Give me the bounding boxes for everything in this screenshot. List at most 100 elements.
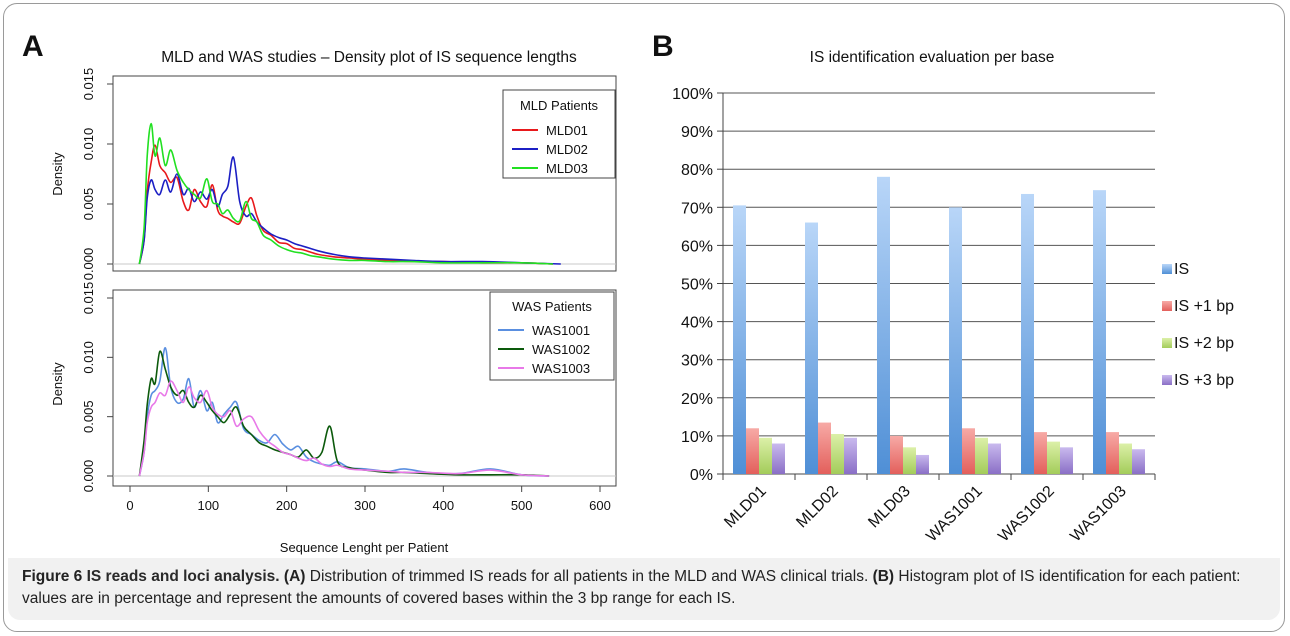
- y-tick-label: 0.015: [81, 282, 96, 315]
- y-tick-label: 60%: [681, 238, 713, 255]
- bar-was1003-3: [1132, 449, 1145, 474]
- y-tick-label: 70%: [681, 200, 713, 217]
- bar-mld03-0: [877, 176, 890, 474]
- legend-title-mld: MLD Patients: [520, 98, 599, 113]
- bar-mld01-3: [772, 443, 785, 474]
- legend-mld: MLD Patients MLD01 MLD02 MLD03: [502, 89, 616, 179]
- panel-b-title: IS identification evaluation per base: [810, 49, 1055, 66]
- figure-canvas: A B MLD and WAS studies – Density plot o…: [22, 30, 1234, 555]
- panel-b-letter: B: [652, 30, 674, 63]
- legend-label: WAS1003: [532, 361, 590, 376]
- bar-mld01-2: [759, 437, 772, 474]
- bar-mld02-1: [818, 422, 831, 474]
- bar-was1002-2: [1047, 441, 1060, 474]
- y-tick-label: 0.005: [81, 400, 96, 433]
- series-line-was1002: [138, 350, 550, 477]
- bar-mld03-1: [890, 435, 903, 474]
- bar-mld01-0: [733, 205, 746, 474]
- bar-mld02-2: [831, 433, 844, 474]
- xlabel-was: Sequence Lenght per Patient: [280, 540, 449, 555]
- legend-label: IS: [1174, 261, 1189, 278]
- x-tick-label: MLD03: [865, 483, 914, 532]
- x-tick-label: 0: [126, 498, 133, 513]
- legend-title-was: WAS Patients: [512, 299, 592, 314]
- y-tick-label: 0.005: [81, 188, 96, 221]
- legend-label: WAS1001: [532, 323, 590, 338]
- y-tick-label: 80%: [681, 162, 713, 179]
- bar-chart-is-identification: 0% 10% 20% 30% 40% 50% 60% 70% 80% 90% 100% MLD01 M…: [672, 86, 1234, 545]
- bar-was1001-0: [949, 207, 962, 475]
- bar-mld03-2: [903, 447, 916, 474]
- panel-a-letter: A: [22, 30, 44, 63]
- legend-label: IS +2 bp: [1174, 335, 1234, 352]
- bar-was1002-0: [1021, 193, 1034, 474]
- density-plot-mld: Density 0.000 0.005 0.010 0.015 MLD Patient…: [50, 68, 617, 281]
- legend-was: WAS Patients WAS1001 WAS1002 WAS1003: [489, 291, 615, 381]
- series-lines-mld: [138, 122, 561, 265]
- bar-was1003-2: [1119, 443, 1132, 474]
- ylabel-mld: Density: [50, 152, 65, 196]
- bar-mld02-0: [805, 222, 818, 474]
- legend-box-mld: [502, 89, 616, 179]
- x-tick-label: 500: [511, 498, 533, 513]
- y-tick-label: 0%: [690, 467, 713, 484]
- bar-was1002-1: [1034, 432, 1047, 474]
- legend-label: MLD03: [546, 161, 588, 176]
- bar-was1002-3: [1060, 447, 1073, 474]
- bar-marks: [733, 176, 1145, 475]
- y-tick-label: 10%: [681, 429, 713, 446]
- bar-mld03-3: [916, 454, 929, 474]
- figure-caption: Figure 6 IS reads and loci analysis. (A)…: [8, 558, 1280, 620]
- x-tick-label: 100: [197, 498, 219, 513]
- y-axis-mld: 0.000 0.005 0.010 0.015: [81, 68, 113, 281]
- legend-swatch: [1162, 375, 1172, 385]
- x-tick-label: 300: [354, 498, 376, 513]
- plot-frame-mld: [112, 75, 617, 272]
- panel-a-title: MLD and WAS studies – Density plot of IS…: [161, 49, 577, 66]
- y-tick-label: 0.015: [81, 68, 96, 101]
- bar-was1003-1: [1106, 432, 1119, 474]
- y-tick-label: 20%: [681, 391, 713, 408]
- x-tick-label: 400: [432, 498, 454, 513]
- y-tick-label: 30%: [681, 353, 713, 370]
- x-tick-label: WAS1003: [1067, 483, 1130, 546]
- y-tick-label: 100%: [672, 86, 713, 103]
- y-tick-label: 40%: [681, 315, 713, 332]
- x-tick-label: 200: [276, 498, 298, 513]
- caption-label: Figure 6: [22, 568, 83, 585]
- caption-title: IS reads and loci analysis.: [86, 568, 280, 585]
- figure-frame: [3, 3, 1285, 632]
- bar-was1001-1: [962, 428, 975, 474]
- legend-label: MLD01: [546, 123, 588, 138]
- bar-mld01-1: [746, 428, 759, 474]
- density-plot-was: Density 0.000 0.005 0.010 0.015 0 100 200 300 4…: [50, 282, 617, 555]
- y-tick-label: 50%: [681, 277, 713, 294]
- caption-part-a-tag: (A): [283, 568, 306, 585]
- series-line-was1001: [138, 346, 550, 477]
- legend-label: IS +3 bp: [1174, 372, 1234, 389]
- x-tick-label: WAS1001: [923, 483, 986, 546]
- x-tick-label: MLD01: [721, 483, 770, 532]
- caption-part-a-text: Distribution of trimmed IS reads for all…: [309, 568, 869, 585]
- legend-swatch: [1162, 301, 1172, 311]
- y-tick-label: 0.010: [81, 128, 96, 161]
- legend-label: IS +1 bp: [1174, 298, 1234, 315]
- y-tick-label: 0.010: [81, 341, 96, 374]
- legend-swatch: [1162, 264, 1172, 274]
- legend-label: WAS1002: [532, 342, 590, 357]
- bar-was1001-3: [988, 443, 1001, 474]
- y-tick-label: 90%: [681, 124, 713, 141]
- series-line-mld02: [138, 156, 561, 265]
- y-tick-label: 0.000: [81, 248, 96, 281]
- bar-grid: 0% 10% 20% 30% 40% 50% 60% 70% 80% 90% 100%: [672, 86, 1155, 484]
- x-tick-label: MLD02: [793, 483, 842, 532]
- caption-part-b-text: Histogram plot of IS identification for …: [22, 568, 1241, 607]
- x-tick-label: 600: [589, 498, 611, 513]
- x-axis-was: 0 100 200 300 400 500 600: [126, 486, 611, 513]
- series-lines-was: [138, 346, 550, 477]
- series-line-mld01: [138, 144, 554, 265]
- x-tick-label: WAS1002: [995, 483, 1058, 546]
- ylabel-was: Density: [50, 362, 65, 406]
- bar-mld02-3: [844, 437, 857, 474]
- legend-box-was: [489, 291, 615, 381]
